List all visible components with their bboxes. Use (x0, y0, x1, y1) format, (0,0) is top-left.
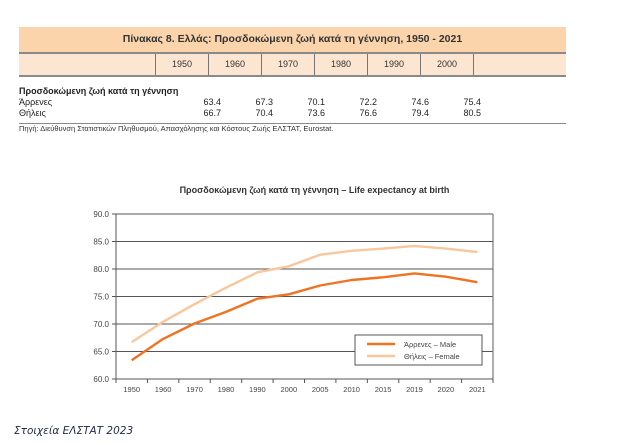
x-tick-label: 1950 (123, 385, 140, 394)
row-label: Άρρενες (19, 97, 53, 107)
x-tick-label: 2021 (469, 385, 486, 394)
cell: 76.6 (359, 108, 377, 118)
cell: 79.4 (411, 108, 429, 118)
legend-box (354, 334, 483, 366)
cell: 73.6 (307, 108, 325, 118)
y-tick-label: 80.0 (93, 265, 109, 274)
life-expectancy-table: Πίνακας 8. Ελλάς: Προσδοκώμενη ζωή κατά … (19, 27, 566, 124)
cell: 72.2 (359, 97, 377, 107)
header-year: 1980 (315, 54, 368, 75)
y-tick-label: 65.0 (93, 348, 109, 357)
legend-label: Άρρενες – Male (404, 340, 456, 349)
table-header-row: 1950 1960 1970 1980 1990 2000 (19, 54, 566, 77)
cell: 70.4 (255, 108, 273, 118)
y-tick-label: 90.0 (93, 210, 109, 219)
header-blank-cell (19, 54, 156, 75)
footer-note: Στοιχεία ΕΛΣΤΑΤ 2023 (14, 425, 134, 437)
chart-title: Προσδοκώμενη ζωή κατά τη γέννηση – Life … (179, 185, 450, 195)
x-tick-label: 1990 (249, 385, 266, 394)
x-tick-label: 2019 (406, 385, 423, 394)
header-year: 1970 (262, 54, 315, 75)
table-body: Προσδοκώμενη ζωή κατά τη γέννηση Άρρενες… (19, 77, 566, 124)
table-row: Άρρενες 63.4 67.3 70.1 72.2 74.6 75.4 (19, 97, 566, 108)
y-tick-label: 75.0 (93, 293, 109, 302)
x-tick-label: 2015 (375, 385, 392, 394)
x-tick-label: 1970 (186, 385, 203, 394)
cell: 63.4 (203, 97, 221, 107)
row-label: Θήλεις (19, 108, 46, 118)
chart-legend: Άρρενες – Male Θήλεις – Female (354, 334, 483, 366)
female-series-line (131, 244, 478, 344)
cell: 66.7 (203, 108, 221, 118)
y-tick-label: 85.0 (93, 238, 109, 247)
x-tick-label: 2000 (280, 385, 297, 394)
table-source: Πηγή: Διεύθυνση Στατιστικών Πληθυσμού, Α… (19, 124, 334, 133)
cell: 80.5 (463, 108, 481, 118)
legend-label: Θήλεις – Female (404, 352, 460, 361)
cell: 74.6 (411, 97, 429, 107)
x-tick-label: 2010 (343, 385, 360, 394)
table-row: Θήλεις 66.7 70.4 73.6 76.6 79.4 80.5 (19, 108, 566, 119)
x-tick-label: 2020 (438, 385, 455, 394)
y-tick-label: 70.0 (93, 320, 109, 329)
cell: 75.4 (463, 97, 481, 107)
x-tick-label: 2005 (312, 385, 329, 394)
header-year: 1960 (209, 54, 262, 75)
x-tick-label: 1980 (218, 385, 235, 394)
cell: 67.3 (255, 97, 273, 107)
section-label: Προσδοκώμενη ζωή κατά τη γέννηση (19, 86, 179, 96)
header-year: 1990 (368, 54, 421, 75)
header-year: 2000 (421, 54, 474, 75)
cell: 70.1 (307, 97, 325, 107)
y-tick-label: 60.0 (93, 375, 109, 384)
table-title: Πίνακας 8. Ελλάς: Προσδοκώμενη ζωή κατά … (19, 27, 566, 54)
male-series-line (131, 272, 478, 362)
header-year: 1950 (156, 54, 209, 75)
x-tick-label: 1960 (155, 385, 172, 394)
